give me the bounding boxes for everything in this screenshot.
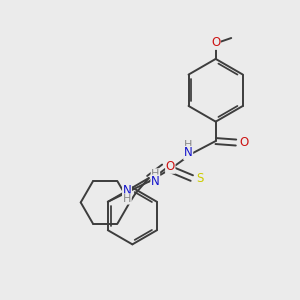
Text: H: H — [123, 194, 131, 204]
Text: O: O — [166, 160, 175, 173]
Text: N: N — [184, 146, 193, 160]
Text: H: H — [184, 140, 192, 150]
Text: O: O — [240, 136, 249, 149]
Text: H: H — [151, 169, 160, 179]
Text: O: O — [211, 36, 220, 49]
Text: N: N — [123, 184, 131, 197]
Text: S: S — [196, 172, 204, 184]
Text: N: N — [151, 175, 160, 188]
